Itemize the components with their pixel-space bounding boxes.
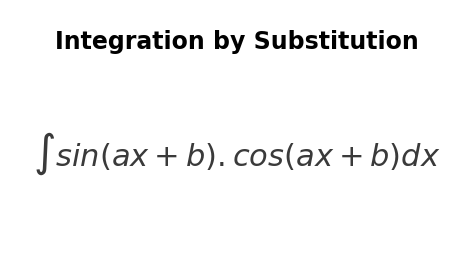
Text: Integration by Substitution: Integration by Substitution: [55, 30, 419, 54]
Text: $\int \mathit{sin(ax + b).cos(ax + b)dx}$: $\int \mathit{sin(ax + b).cos(ax + b)dx}…: [33, 131, 441, 177]
